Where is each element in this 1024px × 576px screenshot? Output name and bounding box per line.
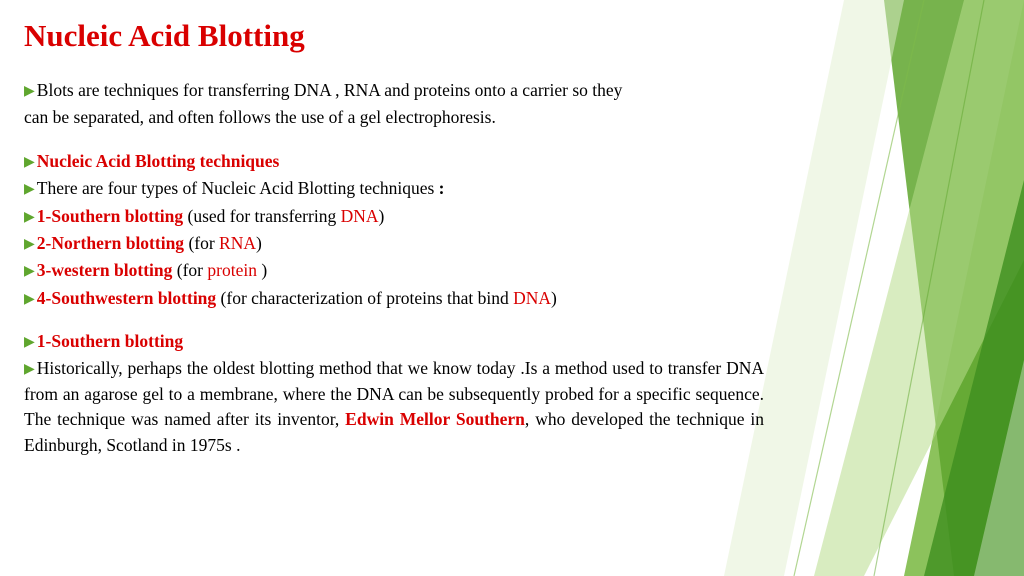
technique-1: ▶1-Southern blotting (used for transferr… [24,204,750,229]
technique-4: ▶4-Southwestern blotting (for characteri… [24,286,750,311]
bullet-icon: ▶ [24,360,35,380]
bullet-icon: ▶ [24,208,35,228]
techniques-heading: ▶Nucleic Acid Blotting techniques [24,149,750,174]
section-1-body: ▶Historically, perhaps the oldest blotti… [24,356,764,458]
bullet-icon: ▶ [24,82,35,102]
slide-title: Nucleic Acid Blotting [24,18,750,54]
techniques-intro: ▶There are four types of Nucleic Acid Bl… [24,176,750,201]
intro-line-2: can be separated, and often follows the … [24,105,750,130]
bullet-icon: ▶ [24,262,35,282]
bullet-icon: ▶ [24,153,35,173]
slide-content: Nucleic Acid Blotting ▶Blots are techniq… [0,0,780,478]
bullet-icon: ▶ [24,180,35,200]
bullet-icon: ▶ [24,290,35,310]
section-1-heading: ▶1-Southern blotting [24,329,750,354]
intro-line-1: ▶Blots are techniques for transferring D… [24,78,750,103]
bullet-icon: ▶ [24,235,35,255]
technique-3: ▶3-western blotting (for protein ) [24,258,750,283]
technique-2: ▶2-Northern blotting (for RNA) [24,231,750,256]
bullet-icon: ▶ [24,333,35,353]
